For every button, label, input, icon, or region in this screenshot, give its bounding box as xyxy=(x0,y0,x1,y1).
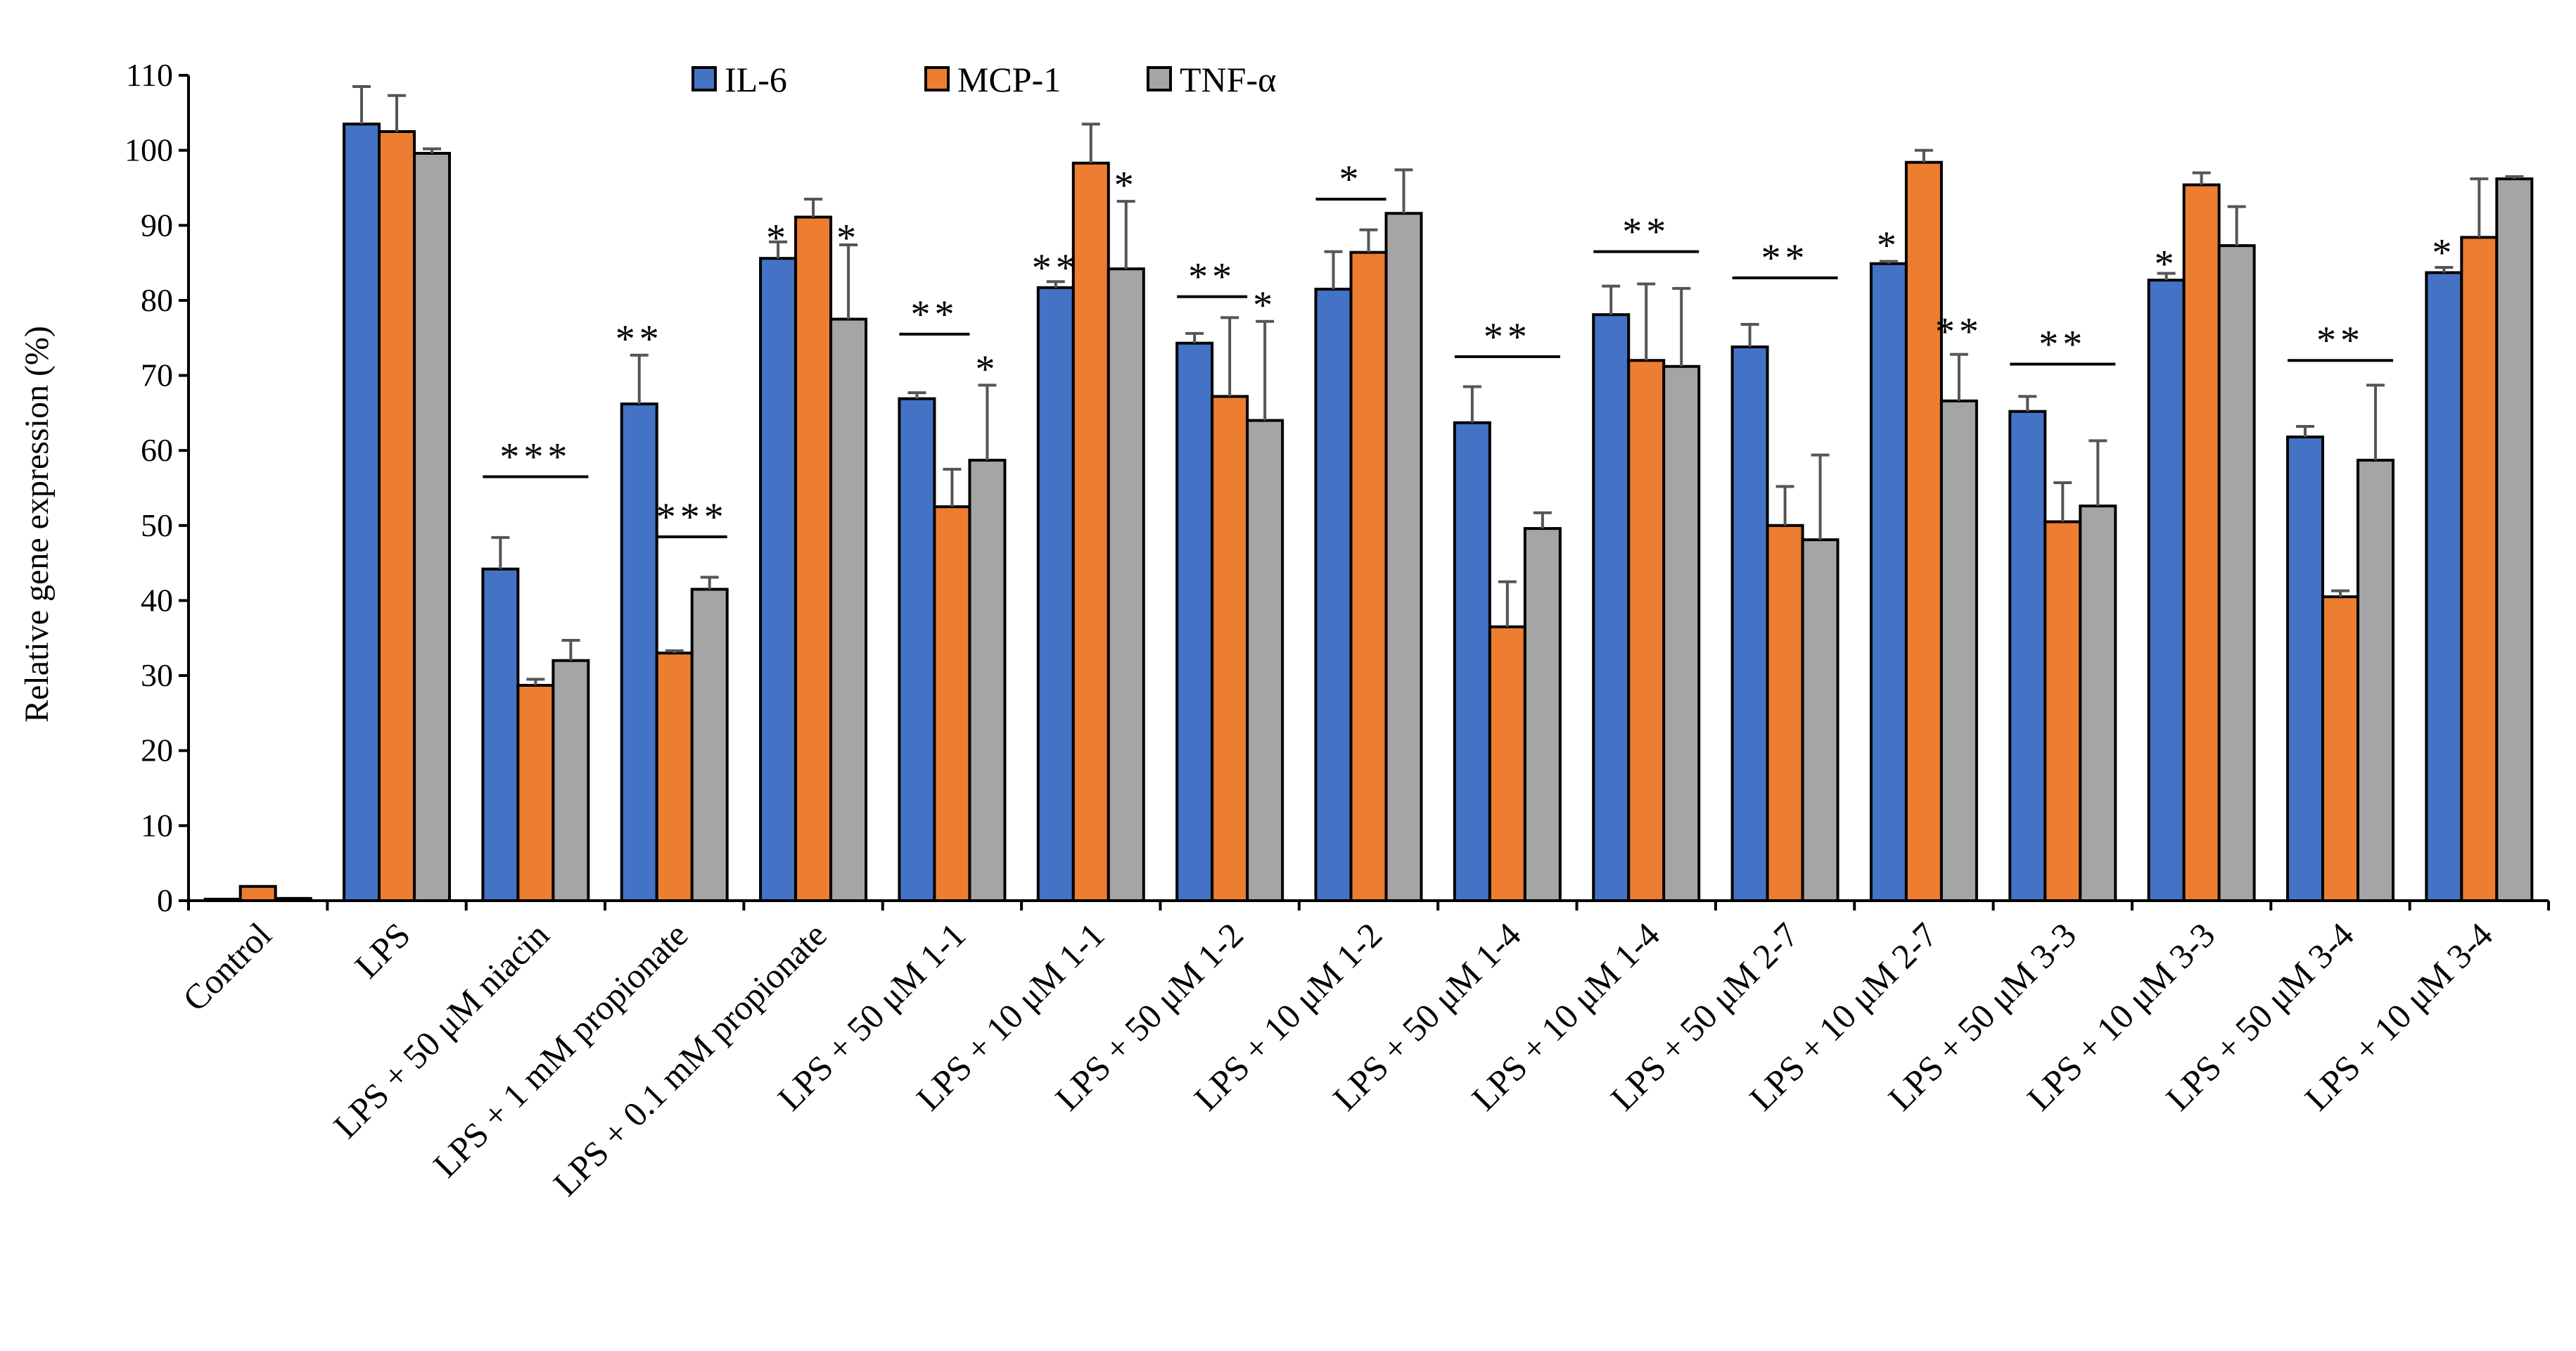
bar-tnf-16 xyxy=(2495,177,2534,902)
bar-il6-12 xyxy=(1869,262,1908,902)
significance-marker: * xyxy=(1339,158,1363,201)
x-tick-label: LPS xyxy=(347,915,418,986)
y-tick-label: 60 xyxy=(141,432,173,468)
bar-mcp1-15 xyxy=(2321,595,2359,902)
bar-mcp1-11 xyxy=(1766,524,1804,902)
bar-il6-4 xyxy=(759,257,798,902)
significance-marker: ** xyxy=(910,293,958,336)
bar-mcp1-8 xyxy=(1349,250,1388,902)
bar-il6-10 xyxy=(1592,313,1631,903)
bar-mcp1-7 xyxy=(1211,395,1249,902)
significance-marker: * xyxy=(766,216,790,260)
bar-mcp1-12 xyxy=(1904,160,1943,902)
significance-marker: ** xyxy=(2316,319,2364,362)
y-tick-label: 70 xyxy=(141,357,173,393)
bar-mcp1-9 xyxy=(1488,625,1526,902)
legend-label: IL-6 xyxy=(725,60,787,99)
bar-il6-16 xyxy=(2425,271,2463,903)
bar-il6-7 xyxy=(1175,341,1214,902)
y-tick-label: 20 xyxy=(141,732,173,768)
bar-mcp1-1 xyxy=(378,129,416,902)
significance-marker: * xyxy=(1253,284,1277,327)
bar-tnf-13 xyxy=(2079,505,2117,902)
bar-mcp1-4 xyxy=(794,215,833,902)
x-tick-label: LPS + 1 mM propionate xyxy=(426,915,696,1185)
bar-il6-1 xyxy=(343,122,381,903)
y-tick-label: 10 xyxy=(141,807,173,843)
bar-mcp1-10 xyxy=(1627,359,1666,902)
y-tick-label: 40 xyxy=(141,582,173,618)
significance-marker: ** xyxy=(1622,210,1670,254)
significance-marker: ** xyxy=(1935,310,1983,354)
y-tick-label: 50 xyxy=(141,507,173,543)
bar-tnf-6 xyxy=(1107,267,1145,902)
significance-marker: ** xyxy=(616,317,663,361)
legend: IL-6 MCP-1 TNF-α xyxy=(691,60,1276,99)
bar-tnf-7 xyxy=(1246,419,1284,902)
significance-marker: ** xyxy=(1188,255,1236,299)
bar-tnf-10 xyxy=(1662,364,1701,902)
bar-mcp1-5 xyxy=(933,505,971,902)
significance-marker: * xyxy=(2432,231,2456,275)
y-tick-label: 90 xyxy=(141,207,173,243)
error-bars-layer xyxy=(352,84,2524,685)
bar-il6-9 xyxy=(1453,421,1491,902)
bar-tnf-5 xyxy=(968,459,1007,902)
significance-marker: * xyxy=(2155,243,2179,286)
bar-mcp1-3 xyxy=(655,652,694,902)
significance-marker: *** xyxy=(499,436,571,479)
significance-marker: ** xyxy=(1484,315,1531,359)
legend-label: TNF-α xyxy=(1180,60,1276,99)
significance-marker: * xyxy=(836,216,860,260)
bar-tnf-9 xyxy=(1523,527,1562,902)
bar-il6-11 xyxy=(1730,345,1769,903)
legend-label: MCP-1 xyxy=(957,60,1061,99)
bar-mcp1-16 xyxy=(2460,236,2499,902)
bar-il6-15 xyxy=(2285,435,2324,902)
y-axis-label: Relative gene expression (%) xyxy=(18,326,56,723)
significance-marker: ** xyxy=(2039,323,2086,367)
bar-tnf-2 xyxy=(551,659,590,902)
bar-tnf-15 xyxy=(2356,459,2395,902)
significance-marker: *** xyxy=(656,495,728,539)
legend-swatch-il6 xyxy=(691,66,717,91)
bar-il6-5 xyxy=(898,397,936,902)
y-tick-label: 30 xyxy=(141,657,173,693)
legend-swatch-tnf xyxy=(1147,66,1172,91)
significance-marker: ** xyxy=(1761,236,1809,280)
y-tick-label: 100 xyxy=(125,132,173,168)
x-tick-label: LPS + 0.1 mM propionate xyxy=(546,915,834,1203)
bars-layer xyxy=(203,122,2534,903)
bar-il6-13 xyxy=(2008,410,2047,902)
bar-mcp1-2 xyxy=(516,683,555,902)
x-tick-label: Control xyxy=(175,915,279,1019)
significance-marker: ** xyxy=(1032,246,1080,290)
bar-il6-6 xyxy=(1036,286,1075,903)
bar-tnf-3 xyxy=(690,588,729,903)
bar-tnf-8 xyxy=(1384,212,1423,902)
bar-il6-8 xyxy=(1314,287,1353,902)
significance-marker: * xyxy=(975,348,999,391)
y-tick-label: 80 xyxy=(141,282,173,318)
bar-il6-3 xyxy=(620,402,658,902)
bar-tnf-14 xyxy=(2217,244,2256,902)
bar-il6-14 xyxy=(2147,279,2186,903)
bar-mcp1-0 xyxy=(238,884,277,903)
significance-annotations-layer: ********* ***************** *** ****** xyxy=(483,158,2456,539)
bar-tnf-4 xyxy=(829,317,868,902)
significance-marker: * xyxy=(1114,164,1138,208)
bar-mcp1-14 xyxy=(2182,183,2221,902)
bar-tnf-11 xyxy=(1801,538,1839,902)
y-tick-label: 0 xyxy=(157,882,173,918)
bar-tnf-12 xyxy=(1939,399,1978,902)
significance-marker: * xyxy=(1877,224,1901,267)
y-tick-label: 110 xyxy=(126,57,173,93)
legend-swatch-mcp1 xyxy=(924,66,950,91)
bar-tnf-1 xyxy=(413,151,452,902)
bar-il6-2 xyxy=(481,567,520,903)
bar-mcp1-13 xyxy=(2043,520,2082,902)
